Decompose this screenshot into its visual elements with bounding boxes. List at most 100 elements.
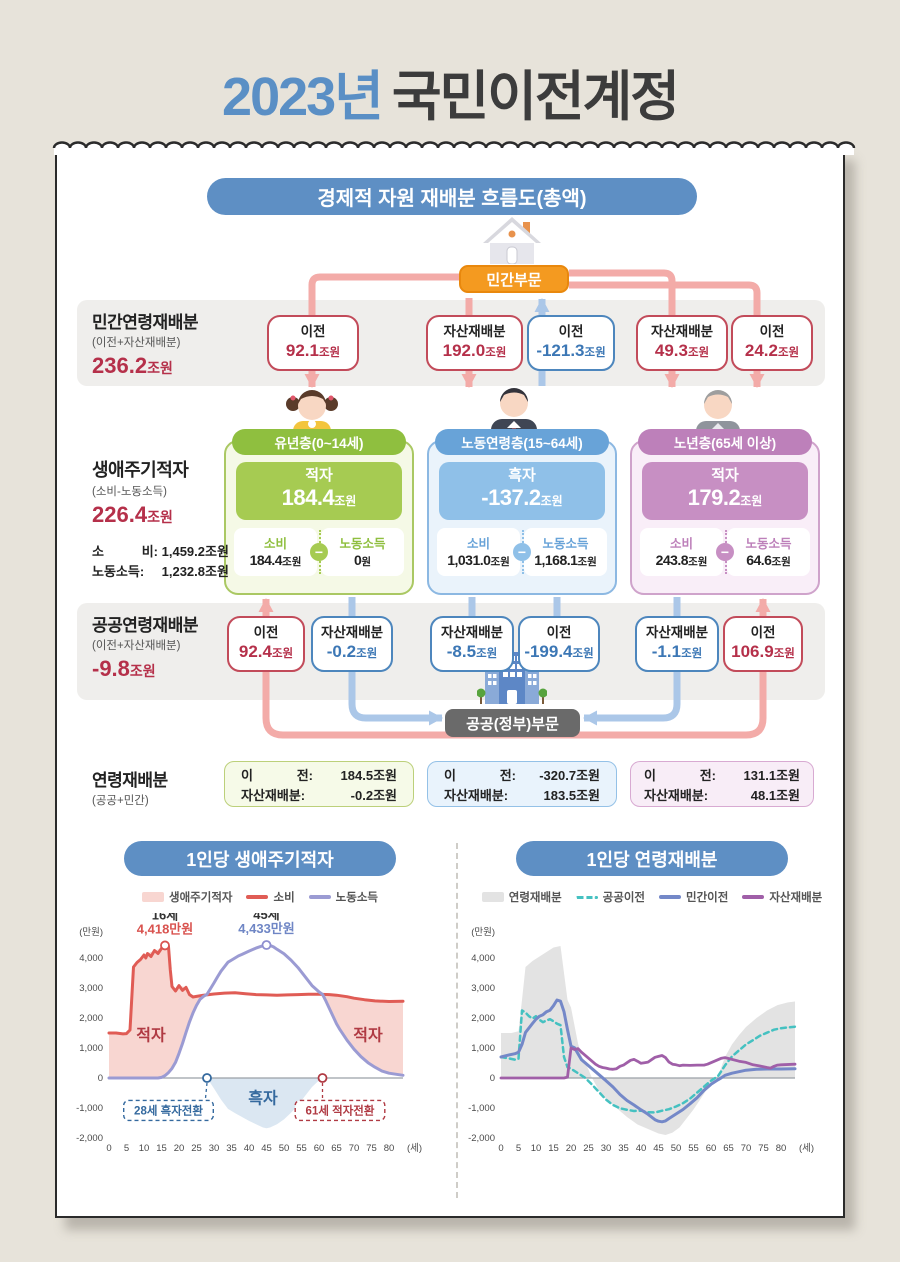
svg-text:4,418만원: 4,418만원: [136, 921, 192, 936]
svg-text:80: 80: [383, 1143, 394, 1154]
group-card-working: 노동연령층(15~64세) 흑자 -137.2조원 소비 1,031.0조원 −…: [427, 429, 617, 595]
svg-text:60: 60: [313, 1143, 324, 1154]
lifecycle-deficit-label: 생애주기적자 (소비-노동소득) 226.4조원 소 비: 1,459.2조원 …: [92, 456, 229, 582]
group-result-child: 적자 184.4조원: [236, 462, 402, 520]
svg-text:30: 30: [600, 1143, 611, 1154]
title-year: 2023년: [222, 67, 384, 127]
minus-icon: −: [513, 543, 531, 561]
svg-text:20: 20: [565, 1143, 576, 1154]
group-title-elderly: 노년층(65세 이상): [638, 429, 812, 455]
group-detail-working: 소비 1,031.0조원 − 노동소득 1,168.1조원: [437, 528, 607, 576]
svg-text:45: 45: [261, 1143, 272, 1154]
svg-text:15: 15: [156, 1143, 167, 1154]
svg-text:25: 25: [191, 1143, 202, 1154]
svg-text:75: 75: [758, 1143, 769, 1154]
svg-text:적자: 적자: [353, 1027, 383, 1045]
group-title-working: 노동연령층(15~64세): [435, 429, 609, 455]
total-reallocation-label: 연령재배분 (공공+민간): [92, 771, 168, 807]
svg-text:40: 40: [635, 1143, 646, 1154]
group-result-working: 흑자 -137.2조원: [439, 462, 605, 520]
svg-text:50: 50: [670, 1143, 681, 1154]
public-reallocation-label: 공공연령재배분 (이전+자산재배분) -9.8조원: [92, 616, 198, 681]
svg-text:45: 45: [653, 1143, 664, 1154]
svg-text:흑자: 흑자: [248, 1089, 278, 1108]
svg-text:(세): (세): [799, 1143, 814, 1154]
svg-text:55: 55: [296, 1143, 307, 1154]
flow-box-public-transfer-work: 이전 -199.4조원: [518, 616, 600, 672]
svg-text:3,000: 3,000: [471, 983, 495, 994]
svg-text:1,000: 1,000: [471, 1043, 495, 1054]
svg-text:2,000: 2,000: [471, 1013, 495, 1024]
svg-text:50: 50: [278, 1143, 289, 1154]
flow-diagram-title: 경제적 자원 재배분 흐름도(총액): [207, 178, 697, 215]
total-box-working: 이 전: -320.7조원 자산재배분: 183.5조원: [427, 761, 617, 807]
svg-text:4,000: 4,000: [79, 953, 103, 964]
svg-text:4,433만원: 4,433만원: [238, 921, 294, 936]
chart-legend-lifecycle: 생애주기적자 소비 노동소득: [142, 889, 378, 905]
title-main: 국민이전계정: [391, 67, 680, 127]
svg-text:61세 적자전환: 61세 적자전환: [305, 1103, 374, 1117]
svg-text:(만원): (만원): [471, 927, 495, 938]
svg-text:0: 0: [489, 1073, 494, 1084]
svg-text:적자: 적자: [136, 1027, 166, 1045]
legend-line-swatch: [246, 895, 269, 899]
svg-text:70: 70: [740, 1143, 751, 1154]
chart-divider: [456, 843, 458, 1198]
flow-box-public-asset-work: 자산재배분 -8.5조원: [430, 616, 514, 672]
lifecycle-detail-rows: 소 비: 1,459.2조원 노동소득: 1,232.8조원: [92, 544, 229, 580]
svg-text:75: 75: [366, 1143, 377, 1154]
flow-box-public-transfer-child: 이전 92.4조원: [227, 616, 305, 672]
svg-text:60: 60: [705, 1143, 716, 1154]
flow-box-private-transfer-old: 이전 24.2조원: [731, 315, 813, 371]
group-card-child: 유년층(0~14세) 적자 184.4조원 소비 184.4조원 − 노동소득 …: [224, 429, 414, 595]
group-detail-elderly: 소비 243.8조원 − 노동소득 64.6조원: [640, 528, 810, 576]
svg-text:35: 35: [618, 1143, 629, 1154]
svg-text:70: 70: [348, 1143, 359, 1154]
legend-area-swatch: [142, 892, 164, 902]
svg-text:-2,000: -2,000: [468, 1133, 495, 1144]
flow-box-public-asset-old: 자산재배분 -1.1조원: [635, 616, 719, 672]
flow-box-private-asset-old: 자산재배분 49.3조원: [636, 315, 728, 371]
svg-text:-1,000: -1,000: [76, 1103, 103, 1114]
chart-title-reallocation: 1인당 연령재배분: [516, 841, 788, 876]
total-box-elderly: 이 전: 131.1조원 자산재배분: 48.1조원: [630, 761, 814, 807]
paper-torn-edge: [52, 141, 856, 155]
svg-text:30: 30: [208, 1143, 219, 1154]
chart-age-reallocation: 1인당 연령재배분 연령재배분 공공이전 민간이전 자산재배분 4,000 3,0…: [463, 841, 841, 1163]
svg-text:2,000: 2,000: [79, 1013, 103, 1024]
svg-text:25: 25: [583, 1143, 594, 1154]
flow-box-private-transfer-work: 이전 -121.3조원: [527, 315, 615, 371]
svg-text:5: 5: [515, 1143, 520, 1154]
chart-title-lifecycle: 1인당 생애주기적자: [124, 841, 396, 876]
svg-text:(만원): (만원): [79, 927, 103, 938]
svg-text:20: 20: [173, 1143, 184, 1154]
svg-text:-1,000: -1,000: [468, 1103, 495, 1114]
group-result-elderly: 적자 179.2조원: [642, 462, 808, 520]
group-title-child: 유년층(0~14세): [232, 429, 406, 455]
chart-legend-reallocation: 연령재배분 공공이전 민간이전 자산재배분: [481, 889, 822, 905]
group-detail-child: 소비 184.4조원 − 노동소득 0원: [234, 528, 404, 576]
svg-text:5: 5: [123, 1143, 128, 1154]
flow-box-private-transfer-child: 이전 92.1조원: [267, 315, 359, 371]
legend-area-swatch: [481, 892, 504, 902]
svg-text:28세 흑자전환: 28세 흑자전환: [134, 1103, 203, 1117]
total-box-child: 이 전: 184.5조원 자산재배분: -0.2조원: [224, 761, 414, 807]
svg-text:1,000: 1,000: [79, 1043, 103, 1054]
svg-text:0: 0: [106, 1143, 111, 1154]
svg-text:0: 0: [97, 1073, 102, 1084]
svg-text:10: 10: [138, 1143, 149, 1154]
svg-text:15: 15: [548, 1143, 559, 1154]
flow-box-public-transfer-old: 이전 106.9조원: [723, 616, 803, 672]
svg-text:65: 65: [723, 1143, 734, 1154]
svg-text:4,000: 4,000: [471, 953, 495, 964]
svg-text:3,000: 3,000: [79, 983, 103, 994]
minus-icon: −: [310, 543, 328, 561]
flow-box-public-asset-child: 자산재배분 -0.2조원: [311, 616, 393, 672]
flow-box-private-asset-work: 자산재배분 192.0조원: [426, 315, 523, 371]
svg-text:65: 65: [331, 1143, 342, 1154]
paper-sheet: 경제적 자원 재배분 흐름도(총액) 민간부문 민간연령재배분 (이전+자산재배…: [52, 141, 856, 1218]
private-reallocation-label: 민간연령재배분 (이전+자산재배분) 236.2조원: [92, 313, 198, 378]
svg-text:55: 55: [688, 1143, 699, 1154]
